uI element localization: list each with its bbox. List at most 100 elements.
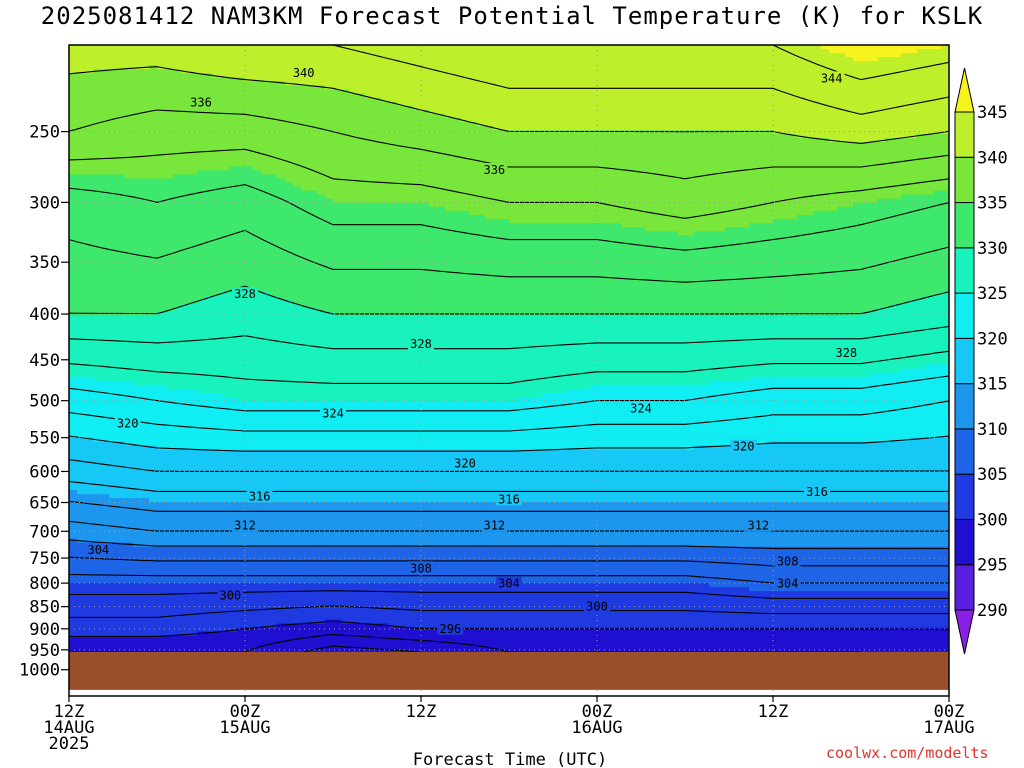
field-cell bbox=[69, 348, 78, 354]
field-cell bbox=[69, 263, 78, 269]
field-cell bbox=[133, 170, 142, 176]
field-cell bbox=[109, 340, 118, 345]
field-cell bbox=[317, 279, 326, 285]
field-cell bbox=[253, 445, 262, 451]
field-cell bbox=[269, 109, 278, 115]
field-cell bbox=[269, 352, 278, 358]
field-cell bbox=[189, 433, 198, 439]
field-cell bbox=[197, 409, 206, 414]
field-cell bbox=[197, 129, 206, 135]
field-cell bbox=[125, 469, 134, 475]
field-cell bbox=[293, 473, 302, 479]
field-cell bbox=[293, 477, 302, 483]
field-cell bbox=[293, 498, 302, 503]
field-cell bbox=[205, 433, 214, 439]
field-cell bbox=[165, 481, 174, 487]
field-cell bbox=[253, 627, 262, 633]
field-cell bbox=[165, 405, 174, 410]
field-cell bbox=[245, 417, 254, 422]
field-cell bbox=[109, 138, 118, 143]
field-cell bbox=[197, 194, 206, 200]
field-cell bbox=[237, 255, 246, 261]
field-cell bbox=[269, 247, 278, 252]
field-cell bbox=[221, 105, 230, 111]
field-cell bbox=[117, 376, 126, 382]
field-cell bbox=[317, 146, 326, 151]
field-cell bbox=[309, 303, 318, 309]
field-cell bbox=[269, 518, 278, 523]
field-cell bbox=[109, 441, 118, 447]
field-cell bbox=[181, 643, 190, 649]
field-cell bbox=[253, 214, 262, 220]
field-cell bbox=[221, 109, 230, 115]
field-cell bbox=[157, 77, 166, 83]
field-cell bbox=[293, 554, 302, 560]
field-cell bbox=[309, 45, 318, 50]
field-cell bbox=[157, 453, 166, 459]
field-cell bbox=[181, 283, 190, 289]
field-cell bbox=[197, 267, 206, 273]
field-cell bbox=[189, 510, 198, 515]
field-cell bbox=[285, 109, 294, 115]
field-cell bbox=[133, 109, 142, 115]
field-cell bbox=[269, 554, 278, 560]
field-cell bbox=[181, 138, 190, 143]
field-cell bbox=[293, 182, 302, 188]
field-cell bbox=[269, 303, 278, 309]
field-cell bbox=[77, 595, 86, 600]
field-cell bbox=[245, 53, 254, 58]
field-cell bbox=[69, 380, 78, 386]
field-cell bbox=[285, 615, 294, 621]
field-cell bbox=[277, 279, 286, 285]
field-cell bbox=[109, 457, 118, 463]
field-cell bbox=[125, 49, 134, 54]
field-cell bbox=[221, 429, 230, 434]
field-cell bbox=[221, 328, 230, 333]
field-cell bbox=[229, 485, 238, 491]
field-cell bbox=[117, 53, 126, 58]
field-cell bbox=[293, 101, 302, 107]
field-cell bbox=[245, 283, 254, 289]
field-cell bbox=[149, 243, 158, 248]
field-cell bbox=[189, 214, 198, 220]
field-cell bbox=[141, 348, 150, 354]
field-cell bbox=[93, 566, 102, 572]
field-cell bbox=[69, 247, 78, 252]
field-cell bbox=[253, 105, 262, 111]
field-cell bbox=[261, 178, 270, 184]
field-cell bbox=[213, 231, 222, 236]
field-cell bbox=[125, 105, 134, 111]
field-cell bbox=[109, 255, 118, 261]
field-cell bbox=[261, 477, 270, 483]
field-cell bbox=[293, 526, 302, 532]
field-cell bbox=[253, 303, 262, 309]
field-cell bbox=[189, 154, 198, 159]
field-cell bbox=[141, 465, 150, 471]
field-cell bbox=[141, 101, 150, 107]
field-cell bbox=[261, 129, 270, 135]
field-cell bbox=[101, 69, 110, 74]
field-cell bbox=[93, 61, 102, 66]
field-cell bbox=[285, 619, 294, 625]
field-cell bbox=[333, 45, 342, 50]
field-cell bbox=[301, 235, 310, 240]
field-cell bbox=[333, 125, 342, 131]
field-cell bbox=[165, 477, 174, 483]
field-cell bbox=[141, 299, 150, 305]
field-cell bbox=[165, 566, 174, 572]
field-cell bbox=[133, 368, 142, 374]
field-cell bbox=[173, 372, 182, 378]
field-cell bbox=[77, 413, 86, 418]
field-cell bbox=[277, 202, 286, 208]
field-cell bbox=[301, 562, 310, 568]
field-cell bbox=[229, 425, 238, 430]
field-cell bbox=[69, 57, 78, 62]
field-cell bbox=[309, 502, 318, 507]
field-cell bbox=[301, 142, 310, 147]
field-cell bbox=[325, 522, 334, 528]
field-cell bbox=[173, 356, 182, 362]
field-cell bbox=[317, 283, 326, 289]
field-cell bbox=[285, 522, 294, 528]
field-cell bbox=[69, 376, 78, 382]
field-cell bbox=[293, 433, 302, 439]
